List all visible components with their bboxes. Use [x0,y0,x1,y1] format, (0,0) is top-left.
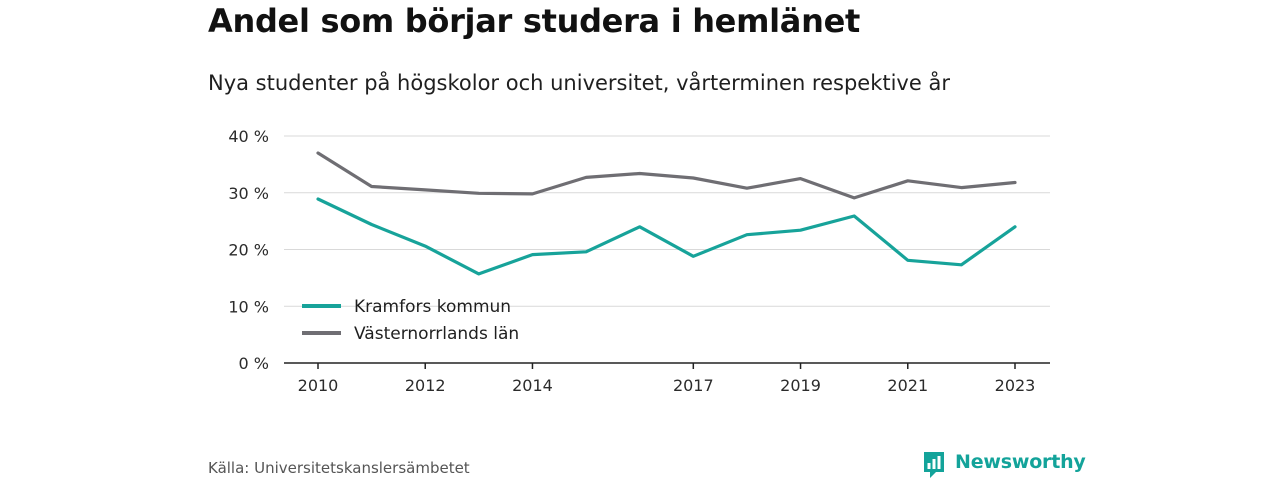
brand-name: Newsworthy [955,451,1086,473]
x-tick-label: 2019 [780,376,821,395]
y-tick-label: 10 % [228,297,269,316]
y-tick-label: 0 % [239,354,269,373]
chart-subtitle: Nya studenter på högskolor och universit… [208,71,950,95]
series-line-vasternorrland [316,151,1017,200]
line-chart: 0 % 10 % 20 % 30 % 40 % 2010 2012 2014 2017 2019 2… [228,127,1050,395]
x-tick-label: 2017 [673,376,714,395]
x-tick-label: 2023 [995,376,1036,395]
source-note: Källa: Universitetskanslersämbetet [208,459,470,477]
y-tick-label: 30 % [228,184,269,203]
legend-label: Kramfors kommun [354,297,511,317]
series-line-kramfors [316,197,1017,276]
x-tick-label: 2012 [405,376,446,395]
legend-label: Västernorrlands län [354,324,519,344]
y-tick-label: 20 % [228,241,269,260]
bar-chart-icon [924,452,944,478]
x-tick-label: 2010 [298,376,339,395]
chart-title: Andel som börjar studera i hemlänet [208,2,860,40]
x-tick-label: 2014 [512,376,553,395]
y-tick-label: 40 % [228,127,269,146]
x-tick-label: 2021 [887,376,928,395]
newsworthy-logo: Newsworthy [922,450,1086,480]
